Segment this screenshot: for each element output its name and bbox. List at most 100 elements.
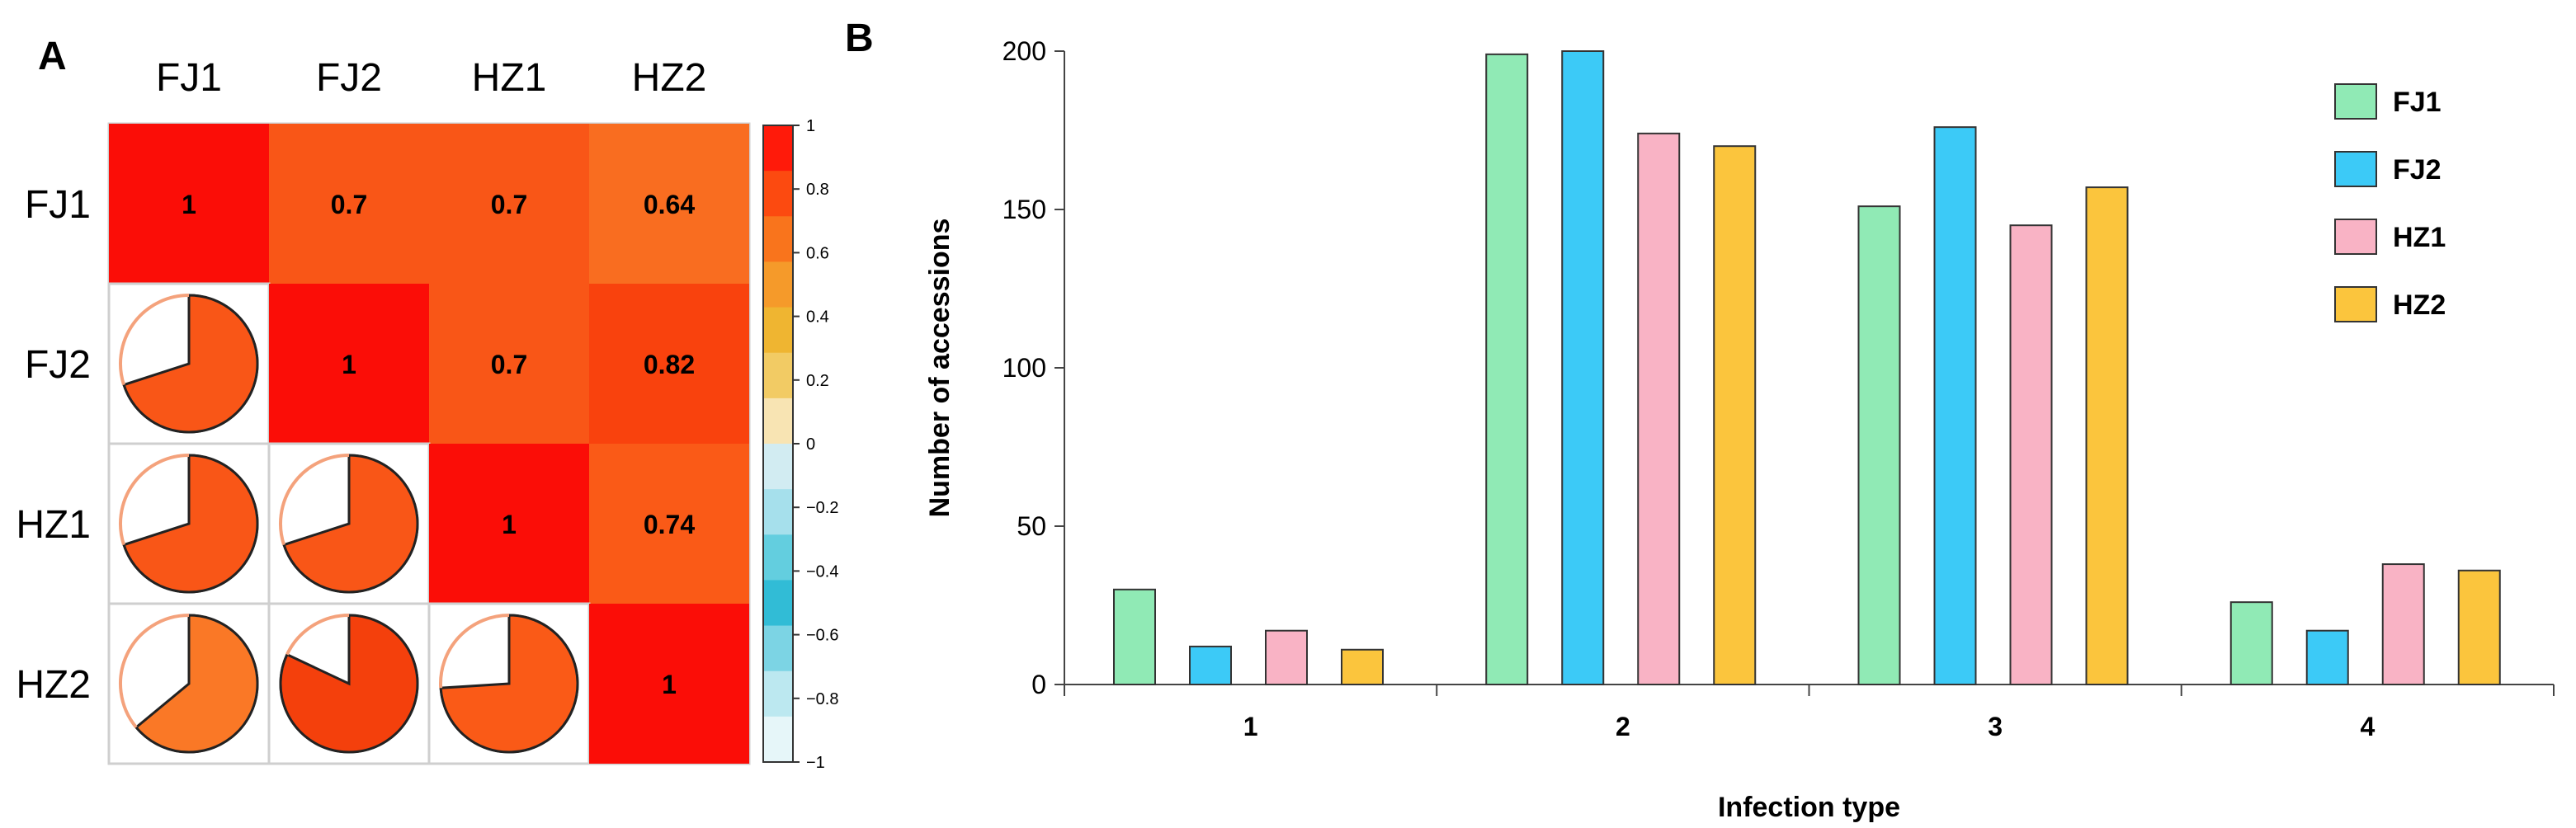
bar-hz1-type-2	[1637, 132, 1681, 685]
colorbar-tick-label: 1	[806, 117, 815, 135]
y-tick-label: 0	[1031, 670, 1046, 699]
x-axis-title: Infection type	[1718, 792, 1900, 823]
panel-label-b: B	[845, 16, 874, 60]
color-bar: 1 0.8 0.6 0.4 0.2 0 −0.2 −0.4 −0.6 −0.8 −1	[762, 117, 838, 772]
legend-label-fj1: FJ1	[2393, 87, 2442, 118]
correlation-value-3-3: 1	[662, 670, 677, 699]
legend-label-fj2: FJ2	[2393, 154, 2442, 186]
bar-fj1-type-4	[2229, 601, 2273, 685]
colorbar-tick-label: 0.6	[806, 244, 829, 262]
colorbar-segment	[763, 261, 793, 308]
legend-label-hz2: HZ2	[2393, 289, 2446, 321]
bar-fj1-type-3	[1857, 205, 1901, 686]
matrix-cell-3-3	[589, 604, 749, 764]
colorbar-segment	[763, 352, 793, 399]
legend-swatch-fj2	[2334, 151, 2377, 187]
colorbar-tick-label: −0.6	[806, 627, 838, 645]
y-tick-label: 50	[1017, 511, 1046, 541]
bar-fj2-type-3	[1933, 126, 1977, 686]
correlation-pie-2-1	[279, 454, 419, 594]
legend-swatch-hz1	[2334, 219, 2377, 255]
x-tick-label: 4	[2360, 712, 2375, 741]
bar-fj2-type-1	[1189, 645, 1232, 685]
colorbar-tick-label: −0.4	[806, 562, 838, 581]
matrix-cell-2-3	[589, 444, 749, 604]
matrix-cell-1-1	[269, 284, 429, 444]
row-label-fj1: FJ1	[25, 183, 91, 227]
correlation-pie-2-0	[119, 454, 259, 594]
x-tick-label: 1	[1243, 712, 1258, 741]
correlation-value-0-0: 1	[182, 190, 196, 219]
bar-hz1-type-1	[1265, 629, 1308, 685]
legend-swatch-fj1	[2334, 83, 2377, 120]
colorbar-segment	[763, 444, 793, 490]
legend-label-hz1: HZ1	[2393, 222, 2446, 253]
colorbar-tick-label: 0.4	[806, 308, 829, 327]
colorbar-segment	[763, 307, 793, 354]
bar-hz2-type-3	[2085, 186, 2129, 685]
matrix-cell-1-3	[589, 284, 749, 444]
column-label-fj1: FJ1	[156, 56, 222, 100]
panel-label-a: A	[38, 35, 67, 78]
bar-fj1-type-2	[1485, 53, 1529, 685]
y-axis-title: Number of accessions	[924, 219, 955, 518]
correlation-value-1-3: 0.82	[644, 350, 695, 379]
x-tick-label: 3	[1988, 712, 2003, 741]
column-label-hz1: HZ1	[472, 56, 547, 100]
colorbar-tick-label: −1	[806, 754, 825, 772]
correlation-value-1-2: 0.7	[491, 350, 527, 379]
bar-hz2-type-2	[1713, 145, 1757, 685]
correlation-matrix: FJ1 FJ1 FJ2 FJ2 HZ1 HZ1 HZ2 HZ2 1 0.7 0.7 0.64 1 0.7 0…	[16, 56, 751, 765]
colorbar-segment	[763, 534, 793, 581]
y-tick-label: 150	[1003, 195, 1046, 224]
correlation-value-0-2: 0.7	[491, 190, 527, 219]
correlation-pie-3-1	[279, 614, 419, 754]
matrix-cell-0-1	[269, 124, 429, 284]
colorbar-segment	[763, 670, 793, 717]
y-tick-label: 200	[1003, 36, 1046, 66]
colorbar-tick-label: −0.2	[806, 499, 838, 517]
bar-hz1-type-3	[2009, 224, 2053, 685]
correlation-value-0-3: 0.64	[644, 190, 695, 219]
correlation-pie-3-0	[119, 614, 259, 754]
colorbar-segment	[763, 580, 793, 627]
matrix-cell-0-2	[429, 124, 589, 284]
column-label-hz2: HZ2	[632, 56, 707, 100]
matrix-cell-0-3	[589, 124, 749, 284]
colorbar-segment	[763, 216, 793, 263]
bar-fj2-type-2	[1561, 50, 1605, 685]
bar-hz2-type-4	[2457, 569, 2501, 686]
matrix-cell-2-2	[429, 444, 589, 604]
correlation-value-1-1: 1	[342, 350, 356, 379]
correlation-value-2-3: 0.74	[644, 510, 695, 539]
column-label-fj2: FJ2	[316, 56, 382, 100]
correlation-value-0-1: 0.7	[331, 190, 367, 219]
row-label-fj2: FJ2	[25, 343, 91, 387]
colorbar-segment	[763, 398, 793, 445]
colorbar-tick-label: 0	[806, 435, 815, 454]
bar-hz2-type-1	[1341, 648, 1384, 686]
matrix-cell-1-2	[429, 284, 589, 444]
colorbar-tick-label: 0.8	[806, 181, 829, 199]
matrix-cell-0-0	[109, 124, 269, 284]
colorbar-segment	[763, 716, 793, 763]
colorbar-segment	[763, 489, 793, 535]
correlation-pie-1-0	[119, 294, 259, 434]
colorbar-tick-label: 0.2	[806, 372, 829, 390]
colorbar-segment	[763, 625, 793, 672]
legend-swatch-hz2	[2334, 286, 2377, 322]
bar-fj2-type-4	[2305, 629, 2349, 685]
x-tick-label: 2	[1616, 712, 1630, 741]
colorbar-segment	[763, 171, 793, 217]
colorbar-segment	[763, 125, 793, 172]
correlation-pie-3-2	[439, 614, 579, 754]
row-label-hz1: HZ1	[16, 503, 91, 547]
y-tick-label: 100	[1003, 353, 1046, 383]
bar-fj1-type-1	[1113, 588, 1156, 685]
colorbar-tick-label: −0.8	[806, 690, 838, 708]
row-label-hz2: HZ2	[16, 663, 91, 707]
bar-hz1-type-4	[2381, 563, 2425, 686]
bar-chart: 0 50 100 150 200 1 2 3 4 Infection type Number of …	[924, 36, 2555, 823]
correlation-value-2-2: 1	[502, 510, 517, 539]
